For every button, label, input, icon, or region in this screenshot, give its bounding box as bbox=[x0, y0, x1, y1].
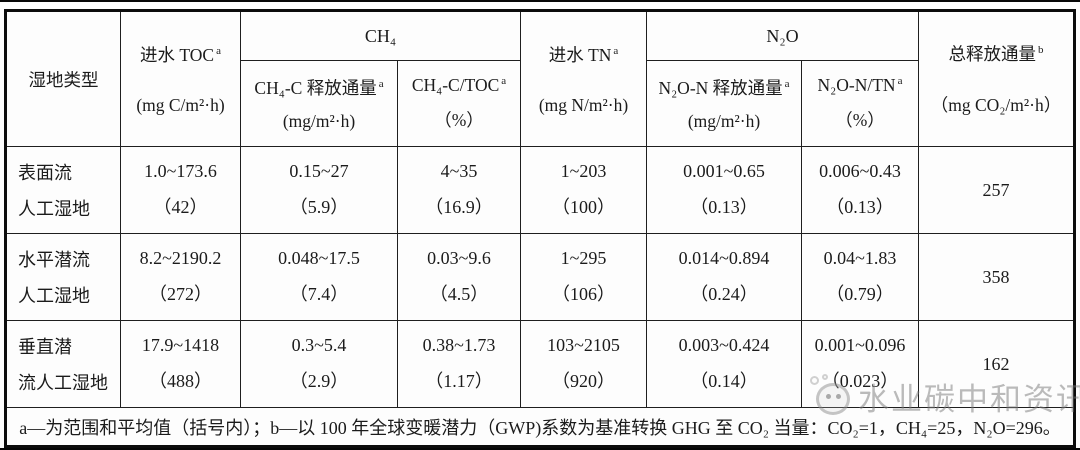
header-wetland-type: 湿地类型 bbox=[5, 10, 121, 147]
header-n2o-flux-unit: (mg/m²·h) bbox=[687, 111, 761, 132]
footnote-marker-a: a bbox=[613, 45, 619, 58]
cell-wetland-type: 水平潜流 人工湿地 bbox=[5, 233, 121, 321]
cell-ch4-toc: 0.03~9.6 （4.5） bbox=[397, 233, 521, 321]
footnote-marker-a: a bbox=[378, 78, 384, 90]
header-n2o-tn-unit: （%） bbox=[835, 110, 885, 131]
cell-tn: 103~2105 （920） bbox=[520, 320, 647, 408]
table-row-vertical-subsurface-flow: 垂直潜 流人工湿地 17.9~1418 （488） 0.3~5.4 （2.9） 0.… bbox=[5, 320, 1075, 408]
footnote-row: a—为范围和平均值（括号内）；b—以 100 年全球变暖潜力（GWP)系数为基准… bbox=[5, 407, 1075, 447]
cell-toc: 17.9~1418 （488） bbox=[120, 320, 241, 408]
table-row-horizontal-subsurface-flow: 水平潜流 人工湿地 8.2~2190.2 （272） 0.048~17.5 （7.4… bbox=[5, 233, 1075, 321]
header-wetland-type-label: 湿地类型 bbox=[28, 69, 99, 90]
header-n2o-flux-title: N₂O-N 释放通量 a bbox=[658, 77, 790, 98]
cell-n2o-tn: 0.006~0.43 （0.13） bbox=[801, 146, 919, 234]
footnote-marker-a: a bbox=[216, 45, 221, 58]
cell-tn: 1~295 （106） bbox=[520, 233, 647, 321]
cell-toc: 1.0~173.6 （42） bbox=[120, 146, 241, 234]
header-influent-toc: 进水 TOC a (mg C/m²·h) bbox=[120, 10, 241, 147]
header-row-subcolumns: CH₄-C 释放通量 a (mg/m²·h) CH₄-C/TOC a （%） N₂O… bbox=[6, 60, 1075, 147]
cell-ch4-flux: 0.048~17.5 （7.4） bbox=[240, 233, 398, 321]
header-row-groups: 湿地类型 进水 TOC a (mg C/m²·h) CH₄ 进水 TN a (mg … bbox=[5, 10, 1075, 147]
header-ch4-toc-unit: （%） bbox=[434, 110, 484, 131]
header-n2o-tn-title: N₂O-N/TN a bbox=[817, 74, 903, 95]
footnote-marker-a: a bbox=[897, 75, 903, 87]
header-total-title: 总释放通量 b bbox=[948, 43, 1044, 64]
footnote-marker-a: a bbox=[784, 78, 790, 90]
cell-ch4-flux: 0.15~27 （5.9） bbox=[240, 146, 398, 234]
header-ch4-flux-unit: (mg/m²·h) bbox=[282, 111, 356, 132]
header-ch4-toc-title: CH₄-C/TOC a bbox=[411, 74, 507, 95]
cell-wetland-type: 垂直潜 流人工湿地 bbox=[5, 320, 121, 408]
footnote-marker-a: a bbox=[501, 75, 507, 87]
cell-wetland-type: 表面流 人工湿地 bbox=[5, 146, 121, 234]
header-n2o-flux: N₂O-N 释放通量 a (mg/m²·h) bbox=[646, 60, 802, 147]
cell-total-flux: 257 bbox=[918, 146, 1075, 234]
header-toc-unit: (mg C/m²·h) bbox=[136, 95, 225, 115]
cell-n2o-tn: 0.04~1.83 （0.79） bbox=[801, 233, 919, 321]
header-ch4-toc-ratio: CH₄-C/TOC a （%） bbox=[397, 60, 521, 147]
footnote-marker-b: b bbox=[1038, 43, 1044, 56]
header-total-unit: （mg CO₂/m²·h） bbox=[930, 95, 1062, 116]
table-footnote: a—为范围和平均值（括号内）；b—以 100 年全球变暖潜力（GWP)系数为基准… bbox=[5, 407, 1075, 447]
cell-total-flux: 162 bbox=[918, 320, 1075, 408]
header-total-flux: 总释放通量 b （mg CO₂/m²·h） bbox=[918, 10, 1075, 147]
header-ch4-flux-title: CH₄-C 释放通量 a bbox=[254, 77, 384, 98]
wetland-emissions-table: 湿地类型 进水 TOC a (mg C/m²·h) CH₄ 进水 TN a (mg … bbox=[4, 9, 1076, 448]
header-influent-tn: 进水 TN a (mg N/m²·h) bbox=[520, 10, 647, 147]
header-ch4-flux: CH₄-C 释放通量 a (mg/m²·h) bbox=[240, 60, 398, 147]
table-row-surface-flow: 表面流 人工湿地 1.0~173.6 （42） 0.15~27 （5.9） 4~35… bbox=[5, 146, 1075, 234]
cell-ch4-toc: 0.38~1.73 （1.17） bbox=[397, 320, 521, 408]
header-toc-title: 进水 TOC a bbox=[140, 45, 221, 65]
cell-ch4-flux: 0.3~5.4 （2.9） bbox=[240, 320, 398, 408]
cell-toc: 8.2~2190.2 （272） bbox=[120, 233, 241, 321]
cell-n2o-flux: 0.014~0.894 （0.24） bbox=[646, 233, 802, 321]
cell-n2o-flux: 0.003~0.424 （0.14） bbox=[646, 320, 802, 408]
header-n2o-group: N₂O bbox=[646, 10, 919, 61]
cell-n2o-flux: 0.001~0.65 （0.13） bbox=[646, 146, 802, 234]
header-tn-title: 进水 TN a bbox=[548, 45, 619, 65]
header-n2o-tn-ratio: N₂O-N/TN a （%） bbox=[801, 60, 919, 147]
cell-tn: 1~203 （100） bbox=[520, 146, 647, 234]
header-ch4-group: CH₄ bbox=[240, 10, 521, 61]
cell-ch4-toc: 4~35 （16.9） bbox=[397, 146, 521, 234]
cell-total-flux: 358 bbox=[918, 233, 1075, 321]
cell-n2o-tn: 0.001~0.096 （0.023） bbox=[801, 320, 919, 408]
header-tn-unit: (mg N/m²·h) bbox=[538, 95, 629, 115]
